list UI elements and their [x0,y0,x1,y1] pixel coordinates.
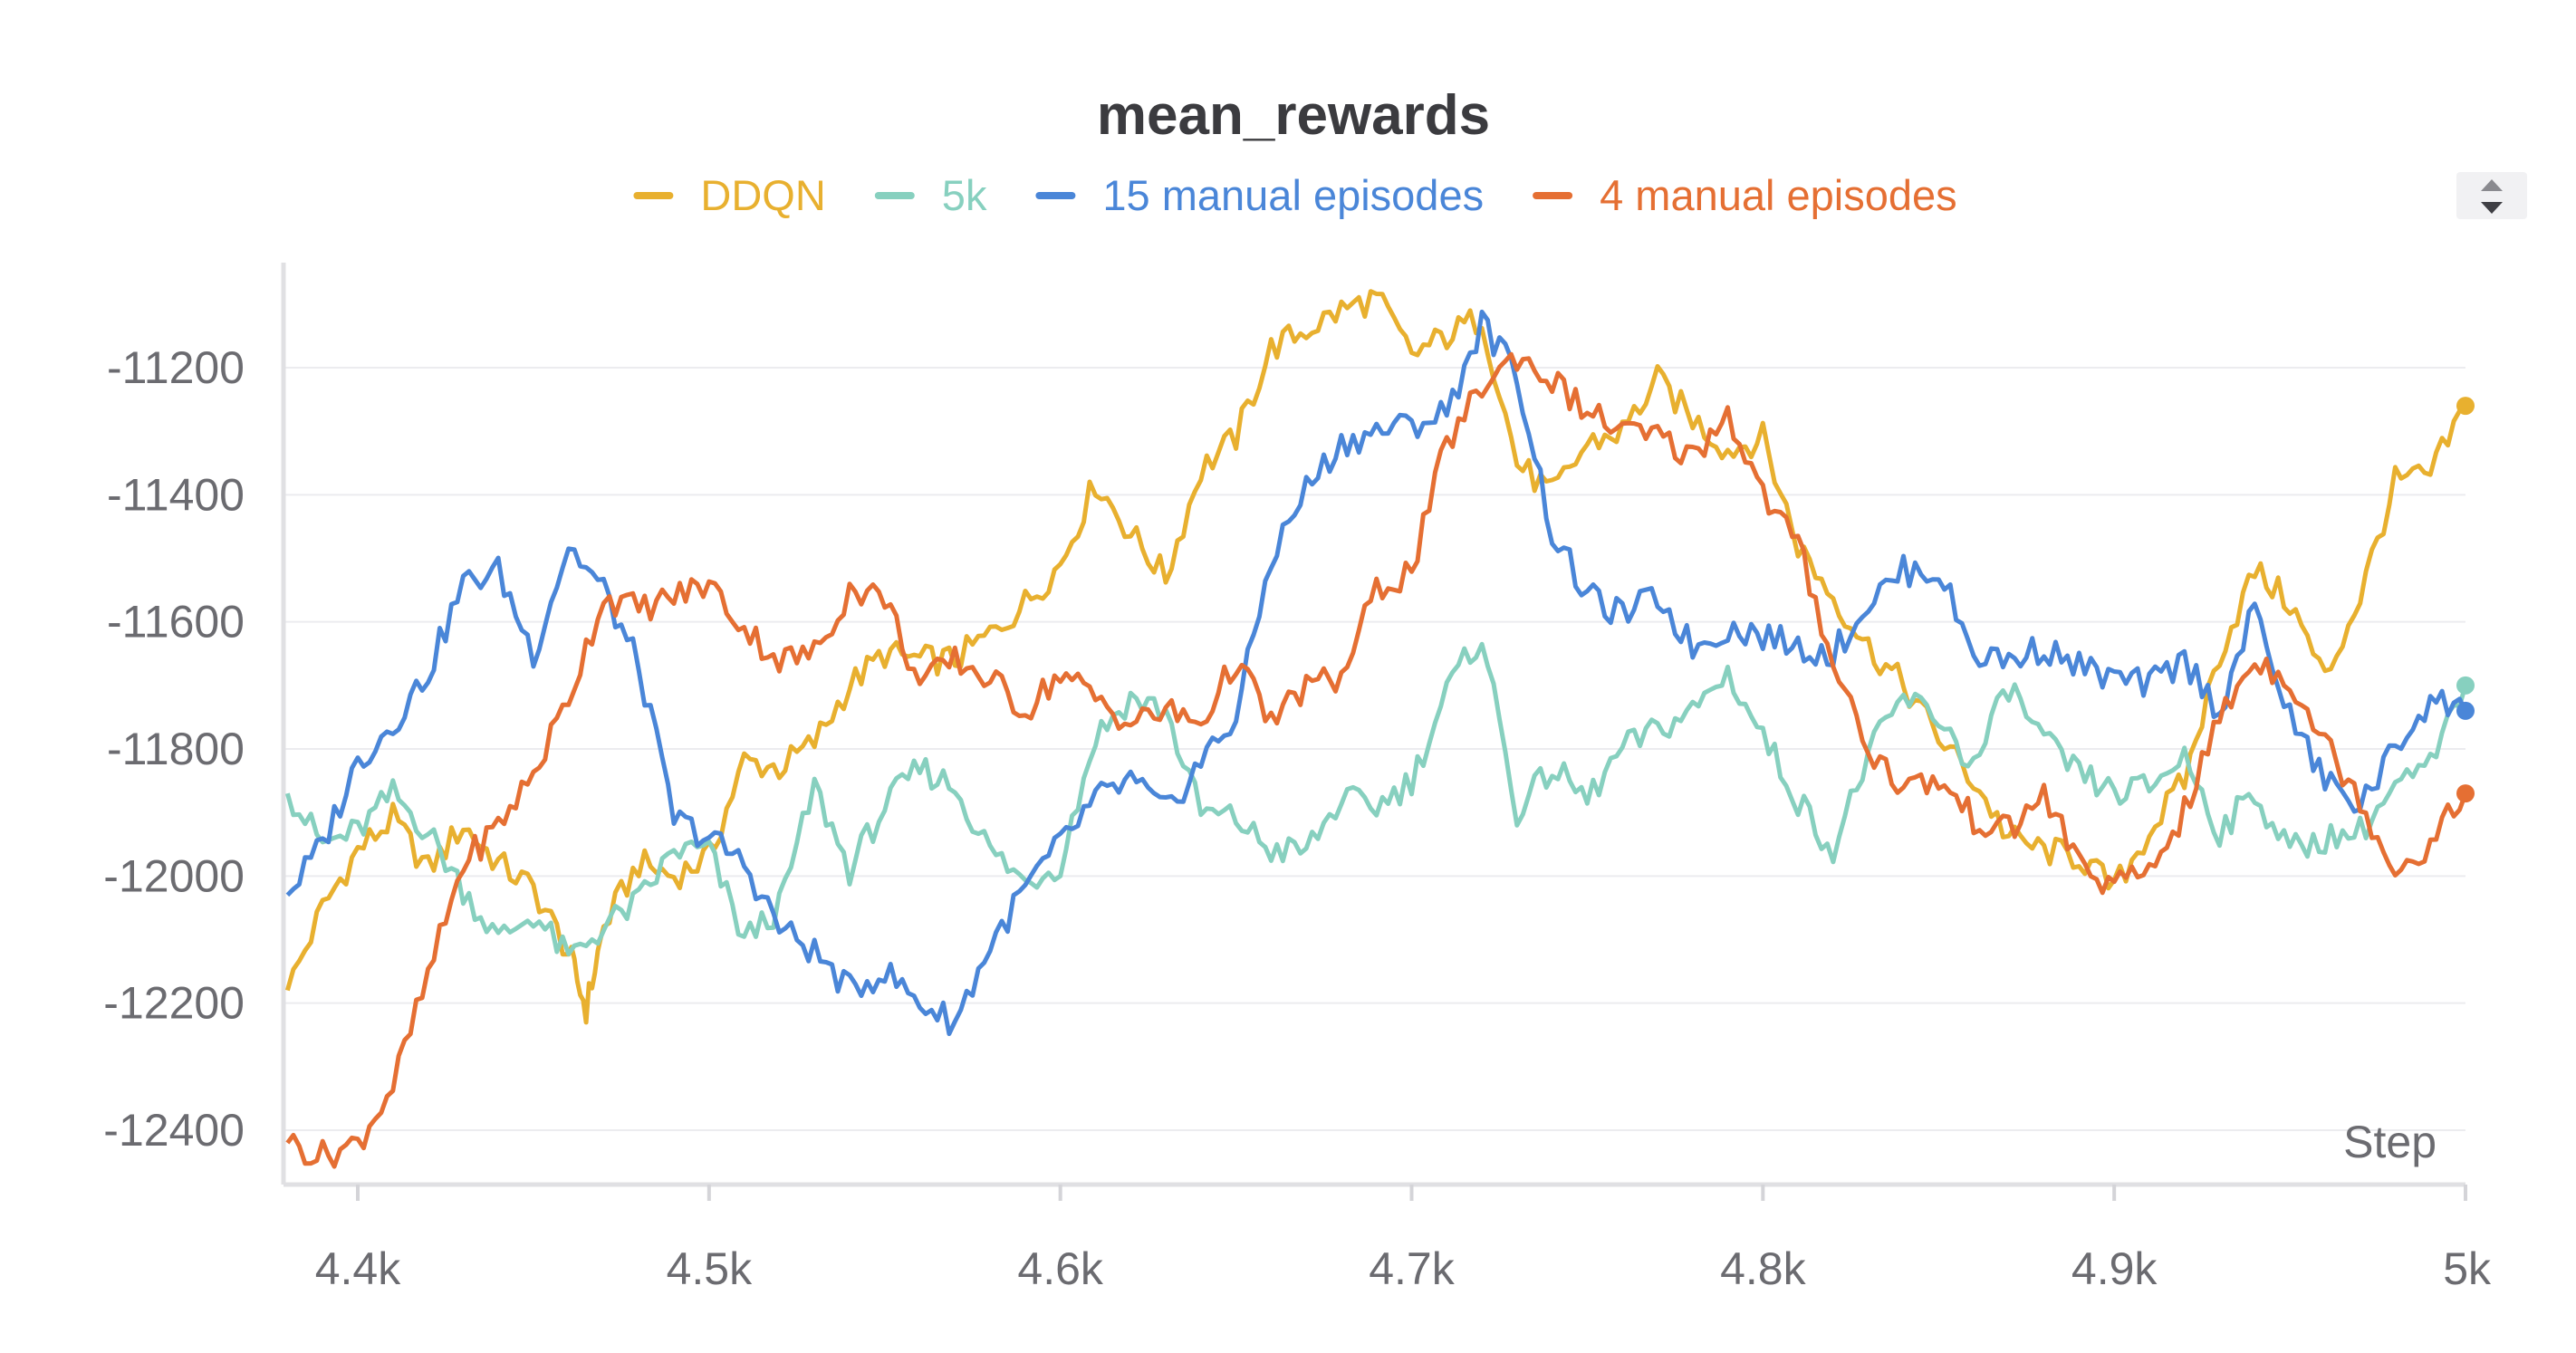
x-tick-label: 4.9k [2071,1243,2158,1294]
y-tick-label: -11600 [107,597,245,648]
legend-item[interactable]: 4 manual episodes [1533,171,1957,219]
y-tick-label: -12000 [103,850,245,901]
series-line [285,309,2468,1036]
legend: DDQN 5k 15 manual episodes 4 manual episode… [633,171,1957,219]
series-line [285,351,2468,1169]
series [284,289,2475,1169]
grid [284,367,2465,1131]
x-tick-label: 4.4k [315,1243,402,1294]
y-tick-label: -12400 [103,1105,245,1156]
legend-label: DDQN [700,171,825,219]
x-tick-label: 4.5k [667,1243,754,1294]
x-axis-label: Step [2343,1117,2437,1167]
y-tick-label: -11400 [107,469,245,520]
y-tick-label: -11200 [107,342,245,393]
x-tick-label: 5k [2443,1243,2492,1294]
series-end-point [2456,784,2475,803]
x-tick-label: 4.6k [1017,1243,1104,1294]
legend-item[interactable]: 15 manual episodes [1035,171,1484,219]
y-tick-label: -11800 [107,724,245,774]
legend-label: 5k [942,171,987,219]
series-line [284,289,2467,1025]
x-tick-label: 4.7k [1369,1243,1456,1294]
legend-label: 4 manual episodes [1600,171,1957,219]
legend-item[interactable]: 5k [874,171,987,219]
series-end-point [2456,676,2475,695]
legend-scroll-control[interactable] [2456,172,2527,219]
legend-item[interactable]: DDQN [633,171,826,219]
chevron-up-icon[interactable] [2481,179,2503,191]
series-end-point [2456,397,2475,416]
x-tick-label: 4.8k [1720,1243,1807,1294]
series-line [284,641,2468,956]
axis-ticks: -11200 -11400 -11600 -11800 -12000 -12200 -124… [103,342,2492,1294]
series-end-point [2456,701,2475,720]
chevron-down-icon[interactable] [2481,202,2503,214]
legend-label: 15 manual episodes [1102,171,1484,219]
chart-title: mean_rewards [1097,84,1490,147]
y-tick-label: -12200 [103,978,245,1029]
